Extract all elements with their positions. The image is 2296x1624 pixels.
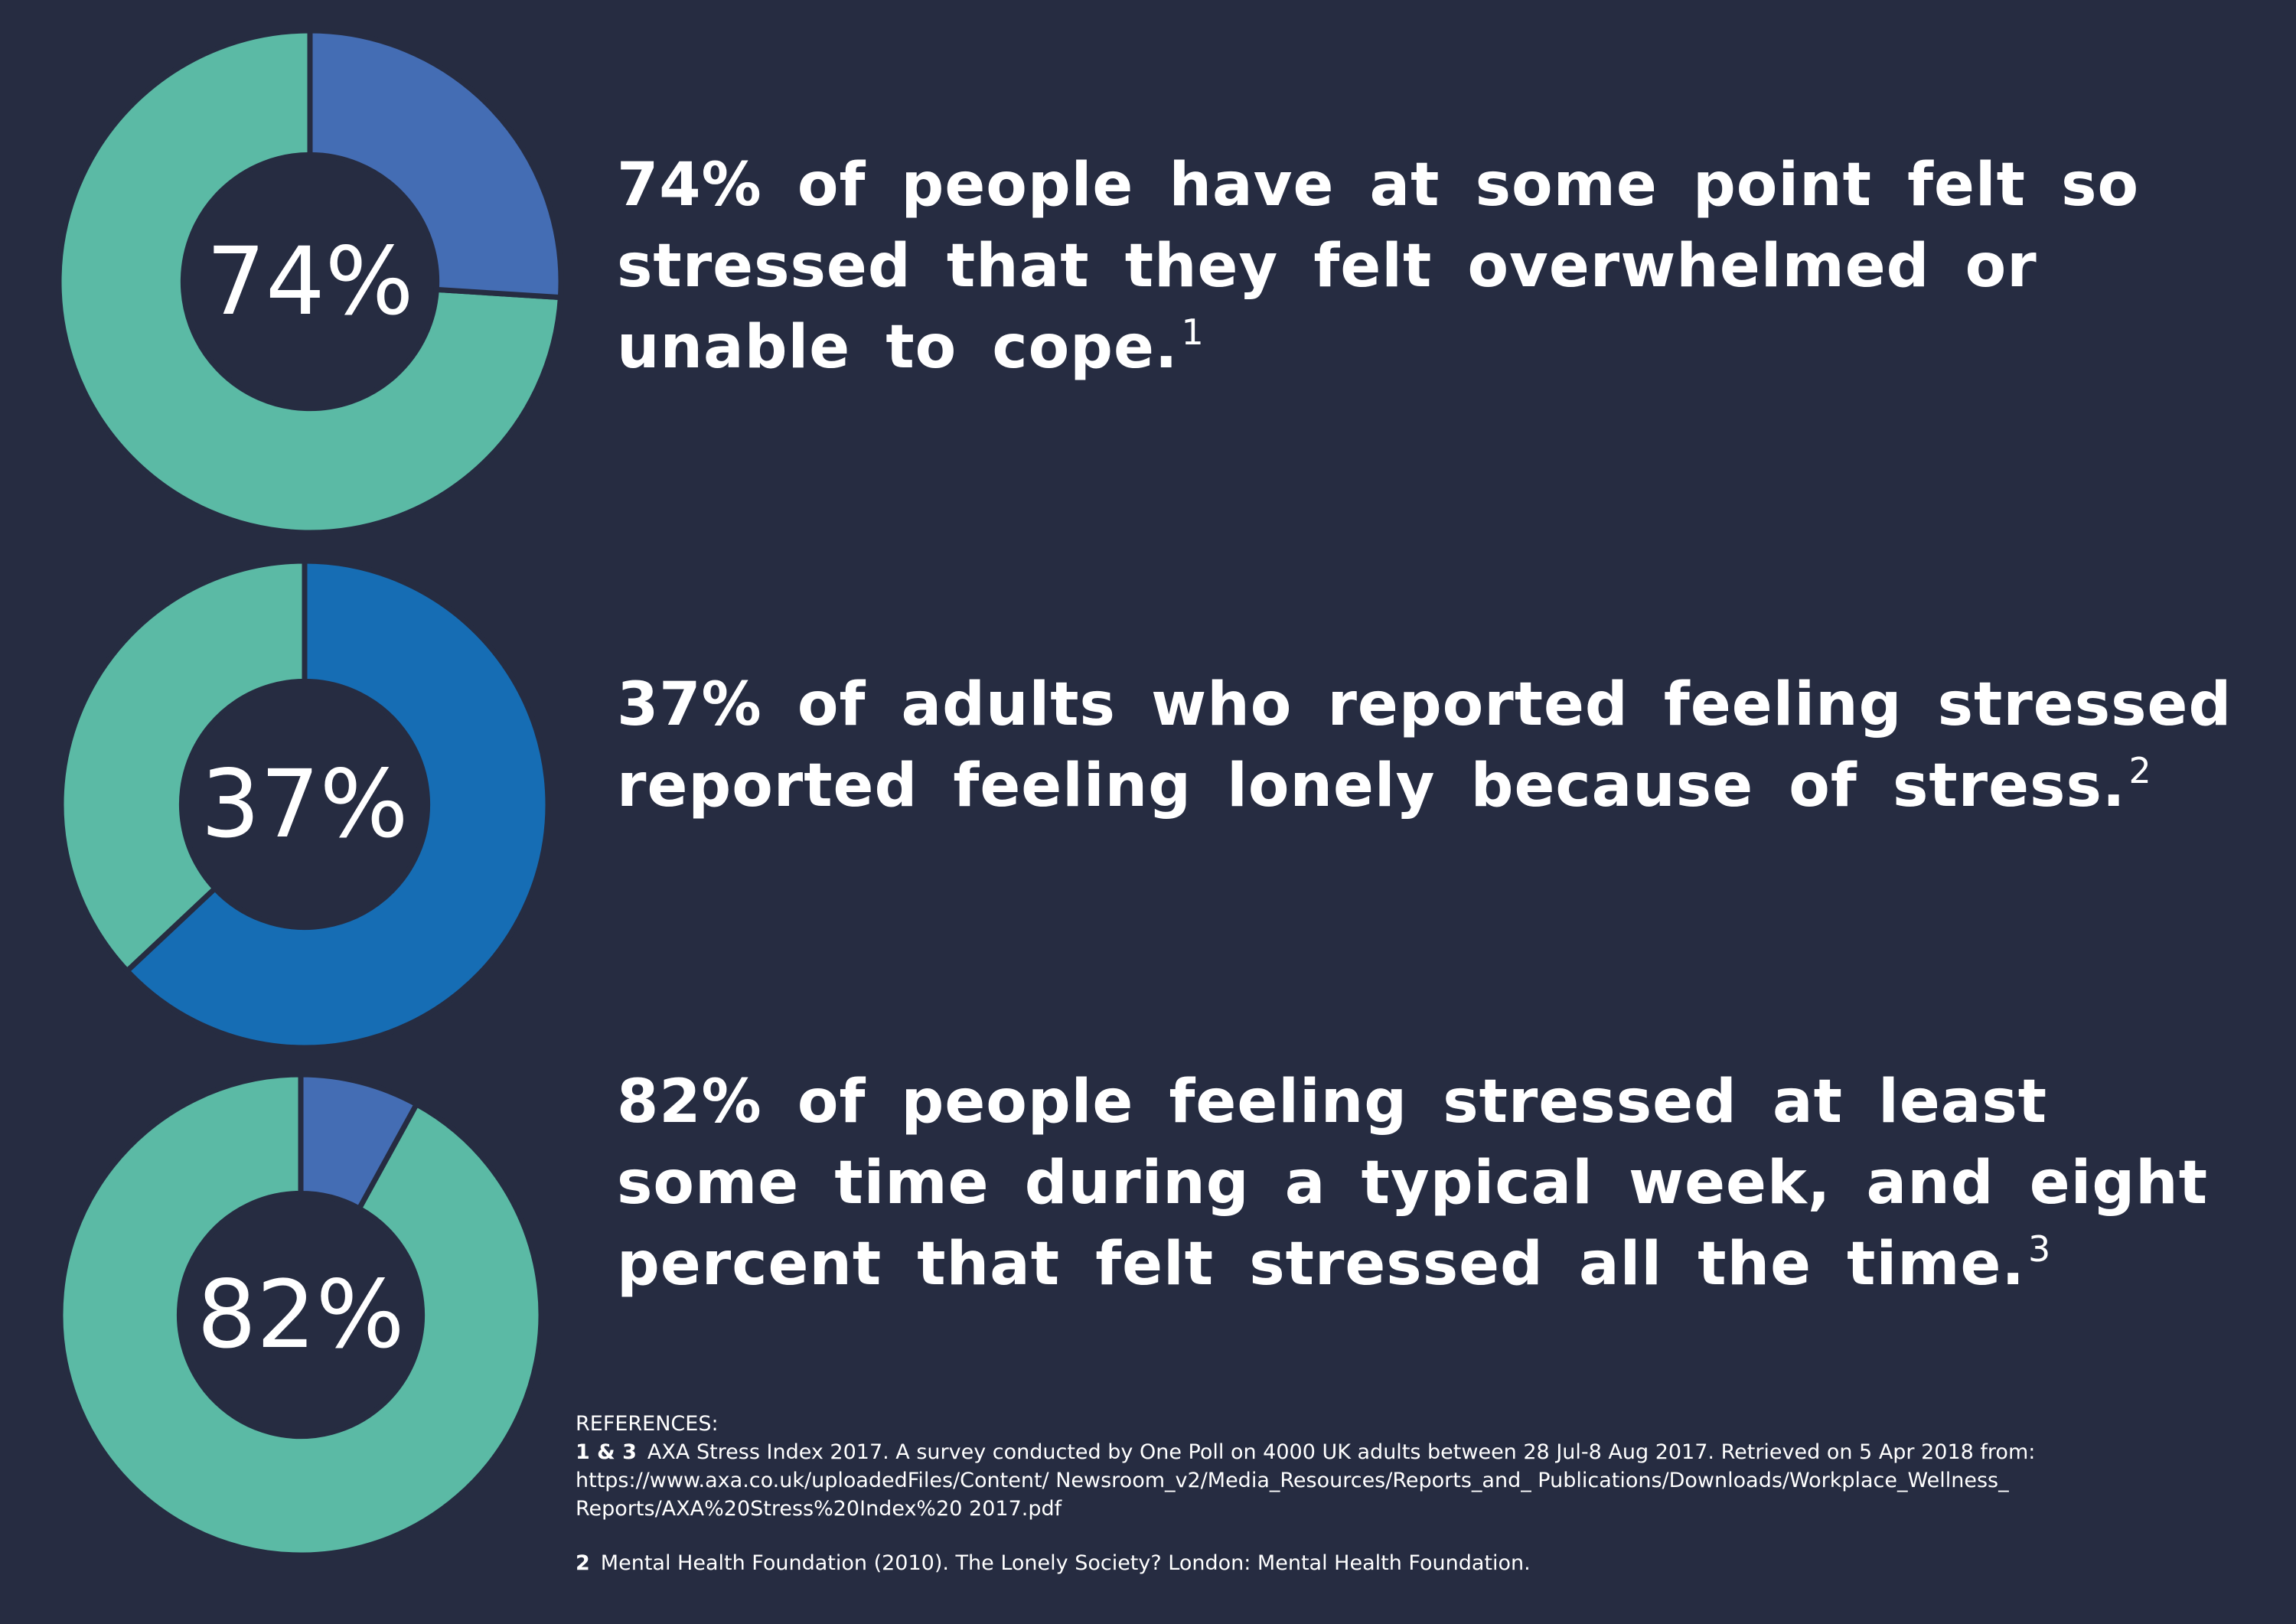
footnote-marker: 2: [2128, 750, 2152, 791]
reference-number: 1 & 3: [576, 1440, 637, 1464]
reference-text: Mental Health Foundation (2010). The Lon…: [600, 1551, 1531, 1575]
donut-slice-2: [307, 28, 564, 301]
stat-text: 37% of adults who reported feeling stres…: [617, 670, 2232, 820]
donut-center-label: 37%: [201, 750, 408, 859]
donut-slice-1: [56, 28, 564, 536]
stat-statement-3: 82% of people feeling stressed at least …: [617, 1061, 2262, 1313]
stat-statement-2: 37% of adults who reported feeling stres…: [617, 664, 2262, 834]
footnote-marker: 1: [1181, 311, 1205, 353]
footnote-marker: 3: [2028, 1228, 2052, 1270]
donut-slice-1: [57, 1071, 544, 1558]
donut-chart-82: 82%: [57, 1071, 544, 1558]
donut-slice-2: [123, 558, 551, 1051]
donut-center-label: 74%: [206, 227, 413, 336]
donut-chart-37: 37%: [58, 558, 551, 1051]
reference-item: 2 Mental Health Foundation (2010). The Lo…: [576, 1549, 2275, 1577]
reference-text: AXA Stress Index 2017. A survey conducte…: [576, 1440, 2036, 1521]
donut-chart-74: 74%: [56, 28, 564, 536]
donut-slice-1: [58, 558, 308, 975]
donut-slice-2: [298, 1071, 421, 1212]
reference-number: 2: [576, 1551, 590, 1575]
donut-center-label: 82%: [197, 1260, 404, 1369]
references-section: REFERENCES: 1 & 3 AXA Stress Index 2017. …: [576, 1410, 2275, 1577]
reference-item: 1 & 3 AXA Stress Index 2017. A survey con…: [576, 1438, 2275, 1523]
stat-statement-1: 74% of people have at some point felt so…: [617, 145, 2262, 396]
stat-text: 82% of people feeling stressed at least …: [617, 1068, 2208, 1299]
stat-text: 74% of people have at some point felt so…: [617, 151, 2140, 382]
references-heading: REFERENCES:: [576, 1412, 719, 1436]
